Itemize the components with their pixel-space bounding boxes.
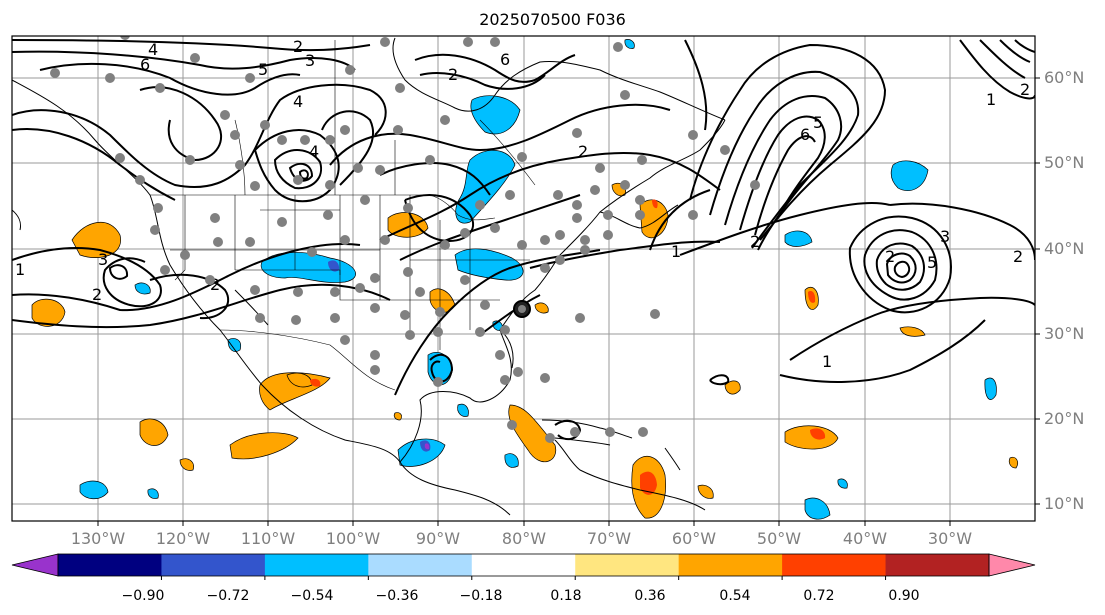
- contour-label: 6: [140, 55, 150, 74]
- contour-label: 1: [671, 242, 681, 261]
- colorbar-tick-label: 0.36: [634, 588, 666, 604]
- lat-label: 50°N: [1044, 153, 1085, 172]
- colorbar-segment: [161, 554, 266, 576]
- contour-label: 5: [927, 253, 937, 272]
- contour-label: 2: [448, 65, 458, 84]
- contour-label: 5: [258, 60, 268, 79]
- colorbar-segment: [368, 554, 473, 576]
- lat-label: 10°N: [1044, 494, 1085, 513]
- lon-label: 40°W: [842, 529, 888, 548]
- contour-label: 1: [986, 90, 996, 109]
- colorbar-tick-label: −0.90: [121, 588, 165, 604]
- lat-label: 40°N: [1044, 239, 1085, 258]
- contour-label: 4: [309, 142, 319, 161]
- strong-positive-cores: [310, 199, 826, 495]
- colorbar-tick-label: 0.72: [803, 588, 835, 604]
- lon-label: 130°W: [70, 529, 126, 548]
- colorbar-segment: [58, 554, 162, 576]
- colorbar-tick-label: 0.18: [550, 588, 582, 604]
- political-boundaries: [150, 40, 536, 391]
- storm-center-dot: [518, 305, 526, 313]
- coastlines: [12, 37, 726, 516]
- lat-label: 60°N: [1044, 68, 1085, 87]
- colorbar-extend-high: [988, 553, 1036, 577]
- colorbar: [11, 553, 1036, 580]
- contour-label: 3: [98, 250, 108, 269]
- contour-label: 6: [500, 50, 510, 69]
- colorbar-tick-label: −0.72: [206, 588, 250, 604]
- colorbar-segment: [264, 554, 369, 576]
- contour-label: 6: [800, 125, 810, 144]
- map-title: 2025070500 F036: [479, 10, 626, 29]
- lon-label: 100°W: [325, 529, 381, 548]
- contour-label: 4: [148, 40, 158, 59]
- lon-label: 110°W: [240, 529, 296, 548]
- colorbar-extend-low: [11, 553, 59, 577]
- lon-label: 90°W: [415, 529, 461, 548]
- lon-label: 30°W: [927, 529, 973, 548]
- contour-label: 2: [1013, 247, 1023, 266]
- colorbar-frame: [57, 553, 990, 577]
- colorbar-tick-label: 0.90: [888, 588, 920, 604]
- lon-label: 60°W: [671, 529, 717, 548]
- colorbar-tick-label: −0.54: [290, 588, 334, 604]
- lat-label: 20°N: [1044, 409, 1085, 428]
- contour-label: 2: [885, 247, 895, 266]
- contour-label: 2: [293, 37, 303, 56]
- strong-negative-cores: [328, 260, 431, 452]
- station-markers: [50, 36, 760, 443]
- contour-label: 5: [813, 113, 823, 132]
- contour-label: 1: [15, 260, 25, 279]
- contour-label: 2: [578, 142, 588, 161]
- contour-label: 2: [92, 285, 102, 304]
- colorbar-segment: [678, 554, 783, 576]
- contour-label-group: 4 6 2 5 3 2 4 6 2 1 3 4 2 1 2 2 3 2 6 5 …: [15, 37, 1030, 371]
- axis-ticks: [97, 77, 1040, 526]
- contour-label: 2: [210, 275, 220, 294]
- colorbar-segment: [782, 554, 887, 576]
- colorbar-segment: [471, 554, 576, 576]
- contour-label: 4: [293, 92, 303, 111]
- colorbar-tick-label: −0.18: [459, 588, 503, 604]
- colorbar-tick-label: 0.54: [719, 588, 751, 604]
- contour-label: 3: [940, 227, 950, 246]
- lon-label: 50°W: [756, 529, 802, 548]
- colorbar-tick-label: −0.36: [375, 588, 419, 604]
- contour-label: 2: [1020, 80, 1030, 99]
- lon-label: 80°W: [501, 529, 547, 548]
- lat-label: 30°N: [1044, 324, 1085, 343]
- lon-label: 120°W: [155, 529, 211, 548]
- contour-label: 1: [822, 352, 832, 371]
- lon-label: 70°W: [586, 529, 632, 548]
- colorbar-segment: [885, 554, 990, 576]
- contour-label: 3: [305, 51, 315, 70]
- colorbar-segment: [575, 554, 680, 576]
- contour-label: 2: [750, 232, 760, 251]
